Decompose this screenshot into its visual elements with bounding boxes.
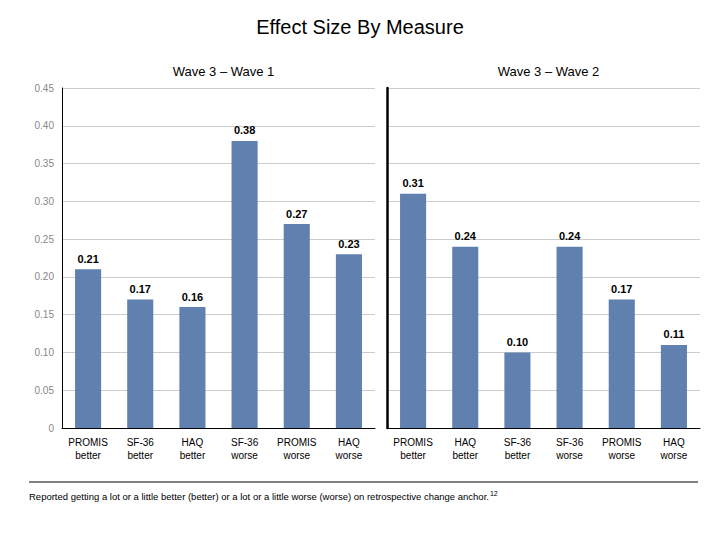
svg-text:better: better [127, 450, 153, 461]
svg-text:SF-36: SF-36 [127, 437, 155, 448]
svg-text:0.10: 0.10 [35, 347, 55, 358]
svg-text:0.45: 0.45 [35, 83, 55, 94]
svg-text:0.30: 0.30 [35, 196, 55, 207]
svg-text:SF-36: SF-36 [231, 437, 259, 448]
svg-text:better: better [75, 450, 101, 461]
svg-text:0.17: 0.17 [611, 283, 632, 295]
svg-text:worse: worse [230, 450, 258, 461]
svg-text:0.35: 0.35 [35, 158, 55, 169]
svg-text:Reported getting a lot or a li: Reported getting a lot or a little bette… [29, 491, 489, 502]
svg-text:better: better [505, 450, 531, 461]
svg-text:Wave 3 – Wave 1: Wave 3 – Wave 1 [173, 64, 275, 79]
svg-text:0.16: 0.16 [182, 291, 203, 303]
svg-text:0.21: 0.21 [77, 253, 98, 265]
svg-text:SF-36: SF-36 [504, 437, 532, 448]
svg-text:0.17: 0.17 [130, 283, 151, 295]
svg-text:0.10: 0.10 [507, 336, 528, 348]
svg-text:0.24: 0.24 [455, 230, 477, 242]
svg-text:12: 12 [490, 490, 498, 497]
svg-text:worse: worse [282, 450, 310, 461]
svg-text:0.20: 0.20 [35, 271, 55, 282]
svg-text:0.24: 0.24 [559, 230, 581, 242]
svg-text:worse: worse [335, 450, 363, 461]
svg-text:worse: worse [660, 450, 688, 461]
svg-text:0: 0 [48, 423, 54, 434]
svg-text:PROMIS: PROMIS [602, 437, 642, 448]
svg-text:SF-36: SF-36 [556, 437, 584, 448]
svg-text:HAQ: HAQ [338, 437, 360, 448]
svg-text:0.11: 0.11 [664, 328, 685, 340]
svg-text:0.27: 0.27 [286, 208, 307, 220]
svg-text:0.38: 0.38 [234, 124, 255, 136]
svg-text:HAQ: HAQ [663, 437, 685, 448]
svg-text:better: better [400, 450, 426, 461]
svg-text:Wave 3 – Wave 2: Wave 3 – Wave 2 [498, 64, 600, 79]
svg-text:better: better [452, 450, 478, 461]
svg-text:0.25: 0.25 [35, 234, 55, 245]
svg-text:worse: worse [555, 450, 583, 461]
svg-text:better: better [180, 450, 206, 461]
svg-text:Effect Size By Measure: Effect Size By Measure [256, 16, 464, 38]
svg-text:0.05: 0.05 [35, 385, 55, 396]
svg-text:0.15: 0.15 [35, 309, 55, 320]
svg-text:PROMIS: PROMIS [393, 437, 433, 448]
svg-text:PROMIS: PROMIS [277, 437, 317, 448]
svg-text:PROMIS: PROMIS [68, 437, 108, 448]
svg-text:0.31: 0.31 [402, 177, 423, 189]
svg-text:0.40: 0.40 [35, 120, 55, 131]
svg-text:worse: worse [607, 450, 635, 461]
svg-text:HAQ: HAQ [182, 437, 204, 448]
svg-text:0.23: 0.23 [338, 238, 359, 250]
svg-text:HAQ: HAQ [454, 437, 476, 448]
